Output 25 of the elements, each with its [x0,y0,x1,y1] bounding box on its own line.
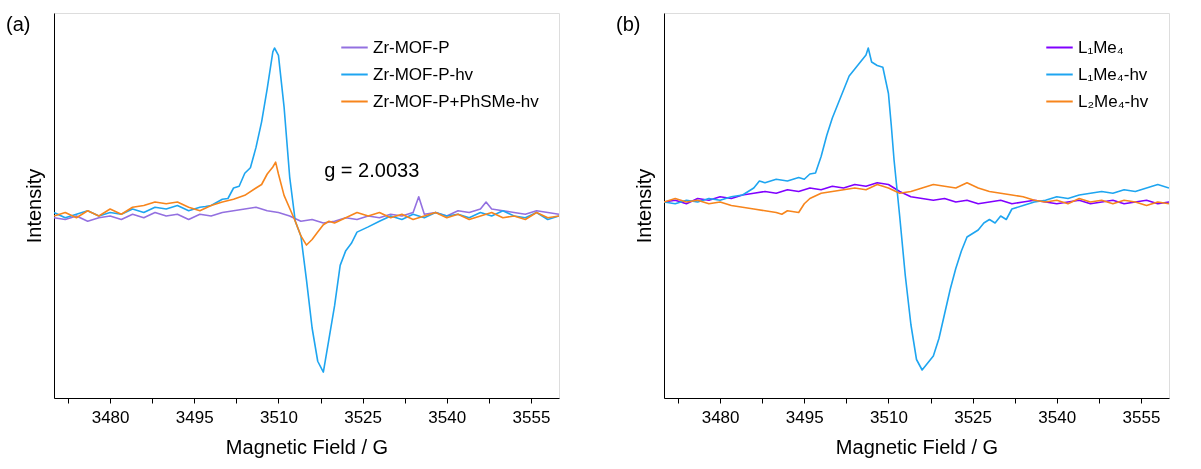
x-tick-label: 3540 [428,407,467,427]
legend-label: L₂Me₄-hv [1078,91,1149,111]
x-axis-title: Magnetic Field / G [225,435,389,458]
legend-label: L₁Me₄-hv [1078,64,1148,84]
x-tick-label: 3480 [91,407,130,427]
y-axis-title: Intensity [632,168,655,244]
x-tick-label: 3540 [1038,407,1077,427]
legend-label: L₁Me₄ [1078,37,1124,57]
x-axis-title: Magnetic Field / G [835,435,999,458]
x-tick-label: 3555 [512,407,551,427]
x-tick-label: 3495 [785,407,824,427]
y-axis-title: Intensity [22,168,45,244]
x-tick-label: 3510 [870,407,908,427]
legend-label: Zr-MOF-P-hv [373,64,474,84]
x-tick-label: 3510 [260,407,298,427]
x-tick-label: 3525 [954,407,993,427]
legend-label: Zr-MOF-P+PhSMe-hv [373,91,540,111]
x-tick-label: 3480 [701,407,740,427]
x-tick-label: 3495 [175,407,214,427]
legend-label: Zr-MOF-P [373,37,450,57]
annotation: g = 2.0033 [324,158,420,181]
text: (a) [6,13,31,35]
x-tick-label: 3525 [344,407,383,427]
x-tick-label: 3555 [1122,407,1161,427]
text: (b) [616,13,641,35]
